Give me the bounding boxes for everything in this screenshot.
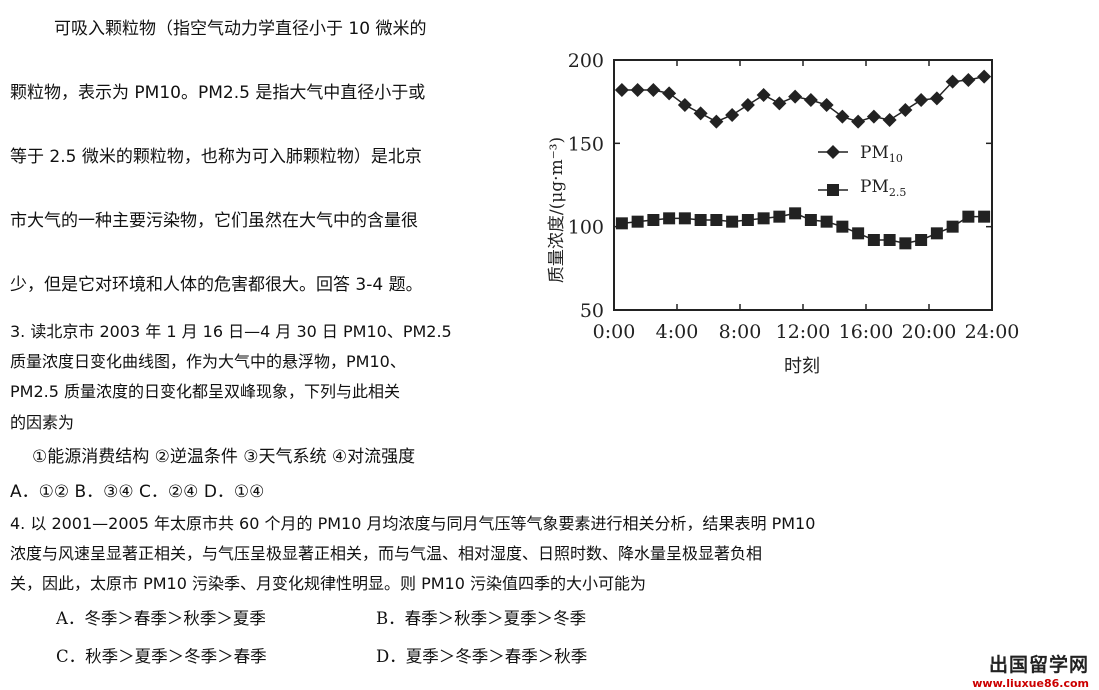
pm25-point bbox=[978, 210, 991, 223]
y-tick-label: 50 bbox=[580, 300, 604, 322]
pm25-point bbox=[883, 234, 896, 246]
q4-option-a: A．冬季＞春季＞秋季＞夏季 bbox=[56, 609, 266, 628]
series-line-pm10 bbox=[621, 75, 985, 123]
pm10-point bbox=[630, 83, 645, 97]
q4-option-c: C．秋季＞夏季＞冬季＞春季 bbox=[56, 647, 267, 666]
pm25-point bbox=[789, 207, 802, 220]
pm10-point bbox=[898, 103, 913, 117]
pm25-point bbox=[867, 234, 880, 246]
pm10-point bbox=[977, 69, 992, 84]
y-tick-label: 150 bbox=[568, 133, 604, 155]
pm10-point bbox=[819, 98, 834, 112]
x-tick-label: 8:00 bbox=[719, 321, 762, 343]
y-axis-label: 质量浓度/(μg·m⁻³) bbox=[547, 137, 567, 283]
x-tick-label: 16:00 bbox=[839, 321, 894, 343]
pm10-point bbox=[851, 114, 866, 129]
intro-line: 颗粒物，表示为 PM10。PM2.5 是指大气中直径小于或 bbox=[10, 83, 426, 103]
pm10-point bbox=[882, 113, 897, 127]
x-tick-label: 4:00 bbox=[656, 321, 699, 343]
pm25-point bbox=[804, 214, 817, 226]
pm10-point bbox=[725, 108, 740, 122]
watermark-logo: 出国留学网 www.liuxue86.com bbox=[972, 650, 1089, 690]
x-tick-label: 24:00 bbox=[965, 321, 1020, 343]
pm25-point bbox=[820, 215, 833, 228]
pm25-point bbox=[899, 237, 912, 250]
q3-options: A．①② B．③④ C．②④ D．①④ bbox=[10, 482, 265, 502]
pm25-point bbox=[647, 214, 660, 226]
watermark-title: 出国留学网 bbox=[988, 654, 1089, 676]
pm10-point bbox=[961, 73, 976, 87]
intro-line: 等于 2.5 微米的颗粒物，也称为可入肺颗粒物）是北京 bbox=[10, 147, 422, 167]
series-line-pm25 bbox=[621, 212, 985, 245]
pm25-point bbox=[773, 210, 786, 223]
pm10-point bbox=[646, 83, 661, 97]
y-tick-label: 100 bbox=[568, 217, 604, 239]
pm10-point bbox=[945, 74, 960, 89]
intro-line: 市大气的一种主要污染物，它们虽然在大气中的含量很 bbox=[10, 211, 418, 231]
pm10-point bbox=[803, 93, 818, 107]
q3-line: PM2.5 质量浓度的日变化都呈双峰现象，下列与此相关 bbox=[10, 382, 400, 401]
legend: PM10 PM2.5 bbox=[818, 143, 906, 199]
pm10-point bbox=[914, 93, 929, 107]
pm10-point bbox=[788, 89, 803, 104]
q4-line: 关，因此，太原市 PM10 污染季、月变化规律性明显。则 PM10 污染值四季的… bbox=[10, 574, 646, 593]
q4-line: 4. 以 2001—2005 年太原市共 60 个月的 PM10 月均浓度与同月… bbox=[10, 514, 816, 533]
x-axis-label: 时刻 bbox=[784, 356, 820, 377]
q4-option-d: D．夏季＞冬季＞春季＞秋季 bbox=[376, 647, 588, 666]
legend-pm25-label: PM2.5 bbox=[860, 177, 906, 199]
q4-line: 浓度与风速呈显著正相关，与气压呈极显著正相关，而与气温、相对湿度、日照时数、降水… bbox=[10, 544, 763, 563]
q3-line: 3. 读北京市 2003 年 1 月 16 日—4 月 30 日 PM10、PM… bbox=[10, 322, 452, 341]
x-tick-label: 20:00 bbox=[902, 321, 957, 343]
pm25-point bbox=[930, 227, 943, 240]
legend-pm10-label: PM10 bbox=[860, 143, 903, 165]
pm10-point bbox=[677, 98, 692, 112]
pm25-point bbox=[694, 214, 707, 226]
pm25-point bbox=[852, 227, 865, 240]
pm25-point bbox=[615, 217, 628, 230]
pm25-point bbox=[741, 214, 754, 226]
pm10-point bbox=[772, 96, 787, 111]
pm10-point bbox=[740, 98, 755, 112]
pm25-point bbox=[757, 212, 770, 225]
legend-pm10-marker bbox=[826, 145, 840, 159]
pm25-point bbox=[836, 220, 849, 233]
pm10-point bbox=[662, 86, 677, 101]
pm10-point bbox=[756, 88, 771, 102]
pm10-point bbox=[709, 114, 724, 129]
intro-line: 少，但是它对环境和人体的危害都很大。回答 3-4 题。 bbox=[10, 275, 423, 295]
watermark-url: www.liuxue86.com bbox=[972, 677, 1089, 690]
x-tick-label: 0:00 bbox=[593, 321, 636, 343]
q4-option-b: B．春季＞秋季＞夏季＞冬季 bbox=[376, 609, 587, 628]
pm25-point bbox=[710, 214, 723, 226]
pm25-point bbox=[631, 215, 644, 228]
pm25-point bbox=[962, 210, 975, 223]
y-tick-label: 200 bbox=[568, 50, 604, 72]
x-tick-label: 12:00 bbox=[776, 321, 831, 343]
q3-factors: ①能源消费结构 ②逆温条件 ③天气系统 ④对流强度 bbox=[32, 447, 416, 467]
intro-line: 可吸入颗粒物（指空气动力学直径小于 10 微米的 bbox=[54, 19, 427, 39]
pm10-point bbox=[693, 106, 708, 121]
pm25-point bbox=[663, 212, 676, 225]
pm10-point bbox=[929, 91, 944, 106]
pm25-point bbox=[678, 212, 691, 225]
pm25-point bbox=[726, 215, 739, 228]
q3-line: 质量浓度日变化曲线图，作为大气中的悬浮物，PM10、 bbox=[10, 352, 406, 371]
pm10-point bbox=[614, 83, 629, 97]
pm25-point bbox=[915, 234, 928, 246]
pm25-point bbox=[946, 220, 959, 233]
pm-concentration-chart: 50 100 150 200 0:00 4:00 8:00 12:00 16:00 20:00 2… bbox=[547, 50, 1020, 377]
legend-pm25-marker bbox=[827, 184, 839, 196]
q3-line: 的因素为 bbox=[10, 413, 75, 432]
pm10-point bbox=[835, 109, 850, 124]
pm10-point bbox=[866, 109, 881, 124]
